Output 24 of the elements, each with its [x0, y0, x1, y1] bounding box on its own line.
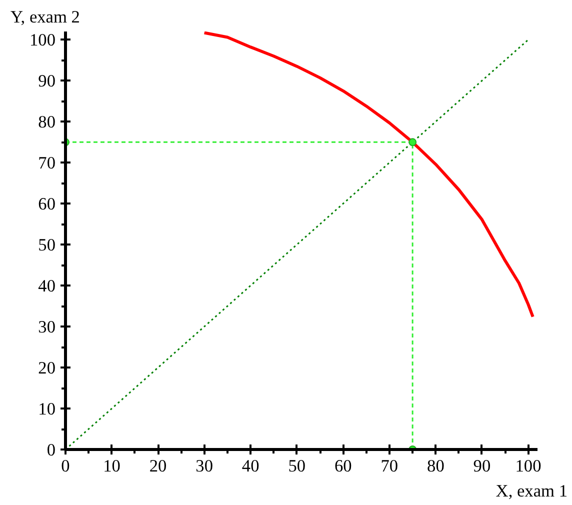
- x-tick-label: 0: [61, 456, 70, 476]
- x-tick-label: 30: [196, 456, 213, 476]
- x-tick-label: 70: [380, 456, 398, 476]
- x-axis-title: X, exam 1: [496, 482, 568, 500]
- x-tick-label: 50: [288, 456, 306, 476]
- y-tick-label: 0: [46, 440, 56, 460]
- x-tick-label: 90: [473, 456, 491, 476]
- y-tick-label: 20: [38, 358, 56, 378]
- y-tick-label: 100: [30, 30, 56, 50]
- x-tick-label: 60: [334, 456, 352, 476]
- y-tick-label: 50: [38, 236, 56, 255]
- y-tick-label: 60: [38, 194, 56, 214]
- y-tick-label: 30: [38, 318, 56, 337]
- x-tick-label: 10: [103, 456, 120, 476]
- y-tick-label: 70: [38, 154, 56, 173]
- x-tick-label: 20: [149, 456, 167, 476]
- y-axis-title: Y, exam 2: [10, 8, 80, 26]
- y-tick-label: 90: [38, 72, 56, 91]
- y-tick-label: 40: [38, 276, 56, 296]
- y-tick-label: 10: [38, 400, 56, 419]
- y-tick-label: 80: [38, 112, 56, 132]
- x-tick-label: 40: [242, 456, 260, 476]
- x-tick-label: 80: [427, 456, 444, 476]
- x-tick-label: 100: [515, 456, 542, 476]
